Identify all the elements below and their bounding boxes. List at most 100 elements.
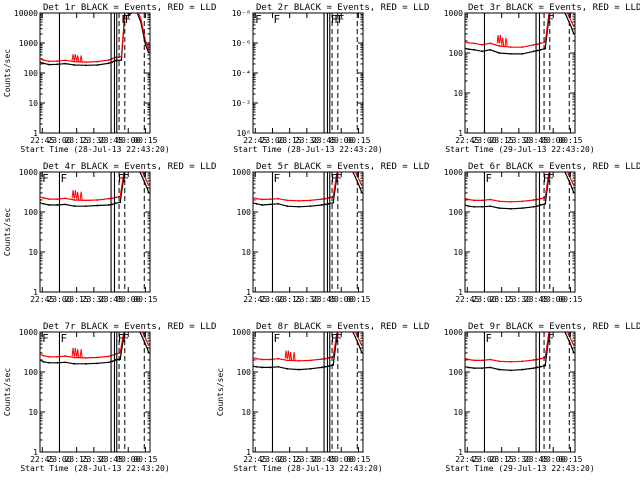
lld-spike xyxy=(499,35,502,44)
data-point xyxy=(255,365,258,368)
data-point xyxy=(465,40,466,43)
data-point xyxy=(107,197,110,200)
data-point xyxy=(544,202,547,205)
x-tick-label: 23:15 xyxy=(490,455,514,464)
x-tick-label: 00:00 xyxy=(116,455,140,464)
x-tick-label: 23:15 xyxy=(278,136,302,145)
y-tick-label: 1 xyxy=(458,288,463,297)
data-point xyxy=(532,199,535,201)
data-point xyxy=(111,354,114,357)
x-tick-label: 23:30 xyxy=(507,295,531,304)
data-point xyxy=(261,358,264,361)
data-point xyxy=(536,366,539,369)
data-point xyxy=(107,361,110,364)
data-point xyxy=(489,205,492,208)
data-point xyxy=(64,197,67,200)
data-point xyxy=(539,197,542,200)
data-point xyxy=(489,358,492,361)
panel-det-7r: Det 7r BLACK = Events, RED = LLD 1 10 100 10… xyxy=(3,322,216,473)
x-axis-label: Start Time (28-Jul-13 22:43:20) xyxy=(20,145,169,154)
panel-det-8r: Det 8r BLACK = Events, RED = LLD 1 10 100 10… xyxy=(216,322,429,473)
x-tick-label: 23:45 xyxy=(524,295,548,304)
data-point xyxy=(473,367,476,370)
data-point xyxy=(84,199,87,202)
lld-spike xyxy=(74,347,77,357)
data-point xyxy=(532,359,535,361)
data-point xyxy=(114,196,117,199)
data-point xyxy=(48,361,51,364)
x-tick-label: 23:15 xyxy=(278,455,302,464)
data-point xyxy=(521,200,524,203)
flag-label: F xyxy=(331,172,338,185)
x-tick-label: 22:45 xyxy=(30,295,54,304)
flag-label: F xyxy=(118,332,125,345)
data-point xyxy=(297,199,300,202)
data-point xyxy=(544,47,547,50)
x-tick-label: 22:45 xyxy=(243,136,267,145)
data-point xyxy=(261,198,264,201)
lld-spike xyxy=(77,349,80,358)
plot-area xyxy=(465,172,575,292)
y-tick-label: 10 xyxy=(241,248,251,257)
data-point xyxy=(498,360,501,363)
data-point xyxy=(48,63,51,66)
x-tick-label: 23:00 xyxy=(260,455,284,464)
x-tick-label: 23:00 xyxy=(260,136,284,145)
x-axis-label: Start Time (29-Jul-13 22:43:20) xyxy=(445,145,594,154)
y-tick-label: 100 xyxy=(24,368,39,377)
data-point xyxy=(253,201,254,204)
plot-frame xyxy=(252,171,364,293)
x-tick-label: 22:45 xyxy=(30,136,54,145)
y-tick-label: 10⁻⁴ xyxy=(232,69,251,78)
data-point xyxy=(324,357,327,360)
data-point xyxy=(107,204,110,206)
flag-label: F xyxy=(42,332,49,345)
y-tick-label: 10⁻⁸ xyxy=(232,9,251,18)
data-point xyxy=(467,205,470,208)
panel-det-2r: Det 2r BLACK = Events, RED = LLD 10⁰ 10⁻² 1… xyxy=(232,3,430,154)
y-axis-label: Counts/sec xyxy=(3,49,12,97)
x-tick-label: 23:45 xyxy=(99,136,123,145)
data-point xyxy=(327,202,330,205)
data-point xyxy=(269,203,272,206)
data-point xyxy=(42,360,45,363)
data-point xyxy=(539,204,542,206)
data-point xyxy=(119,201,122,204)
flag-label: F xyxy=(331,13,338,26)
x-tick-label: 00:00 xyxy=(329,295,353,304)
x-tick-label: 00:15 xyxy=(346,136,370,145)
data-point xyxy=(48,355,51,358)
data-point xyxy=(498,45,501,47)
data-point xyxy=(332,364,335,366)
data-point xyxy=(42,59,45,61)
x-tick-label: 23:15 xyxy=(65,295,89,304)
data-point xyxy=(544,364,547,367)
data-point xyxy=(73,60,76,63)
data-point xyxy=(309,359,312,362)
data-point xyxy=(73,199,76,201)
data-point xyxy=(467,358,470,361)
data-point xyxy=(114,359,117,361)
data-point xyxy=(473,42,476,45)
data-point xyxy=(467,48,470,51)
data-point xyxy=(96,60,99,63)
data-point xyxy=(114,202,117,205)
x-tick-label: 23:00 xyxy=(472,295,496,304)
data-point xyxy=(509,207,512,210)
x-tick-label: 23:30 xyxy=(295,295,319,304)
x-tick-label: 23:30 xyxy=(82,455,106,464)
lld-spike xyxy=(80,191,83,201)
panel-title: Det 7r BLACK = Events, RED = LLD xyxy=(43,322,216,332)
data-point xyxy=(73,64,76,66)
data-point xyxy=(73,356,76,359)
lld-spike xyxy=(80,349,83,358)
data-point xyxy=(324,203,327,206)
data-point xyxy=(521,360,524,363)
data-point xyxy=(114,353,117,356)
data-point xyxy=(521,52,524,55)
flag-label: F xyxy=(543,172,550,185)
data-point xyxy=(253,365,254,368)
flag-label: F xyxy=(273,332,280,345)
data-point xyxy=(467,366,470,369)
x-tick-label: 00:00 xyxy=(116,136,140,145)
